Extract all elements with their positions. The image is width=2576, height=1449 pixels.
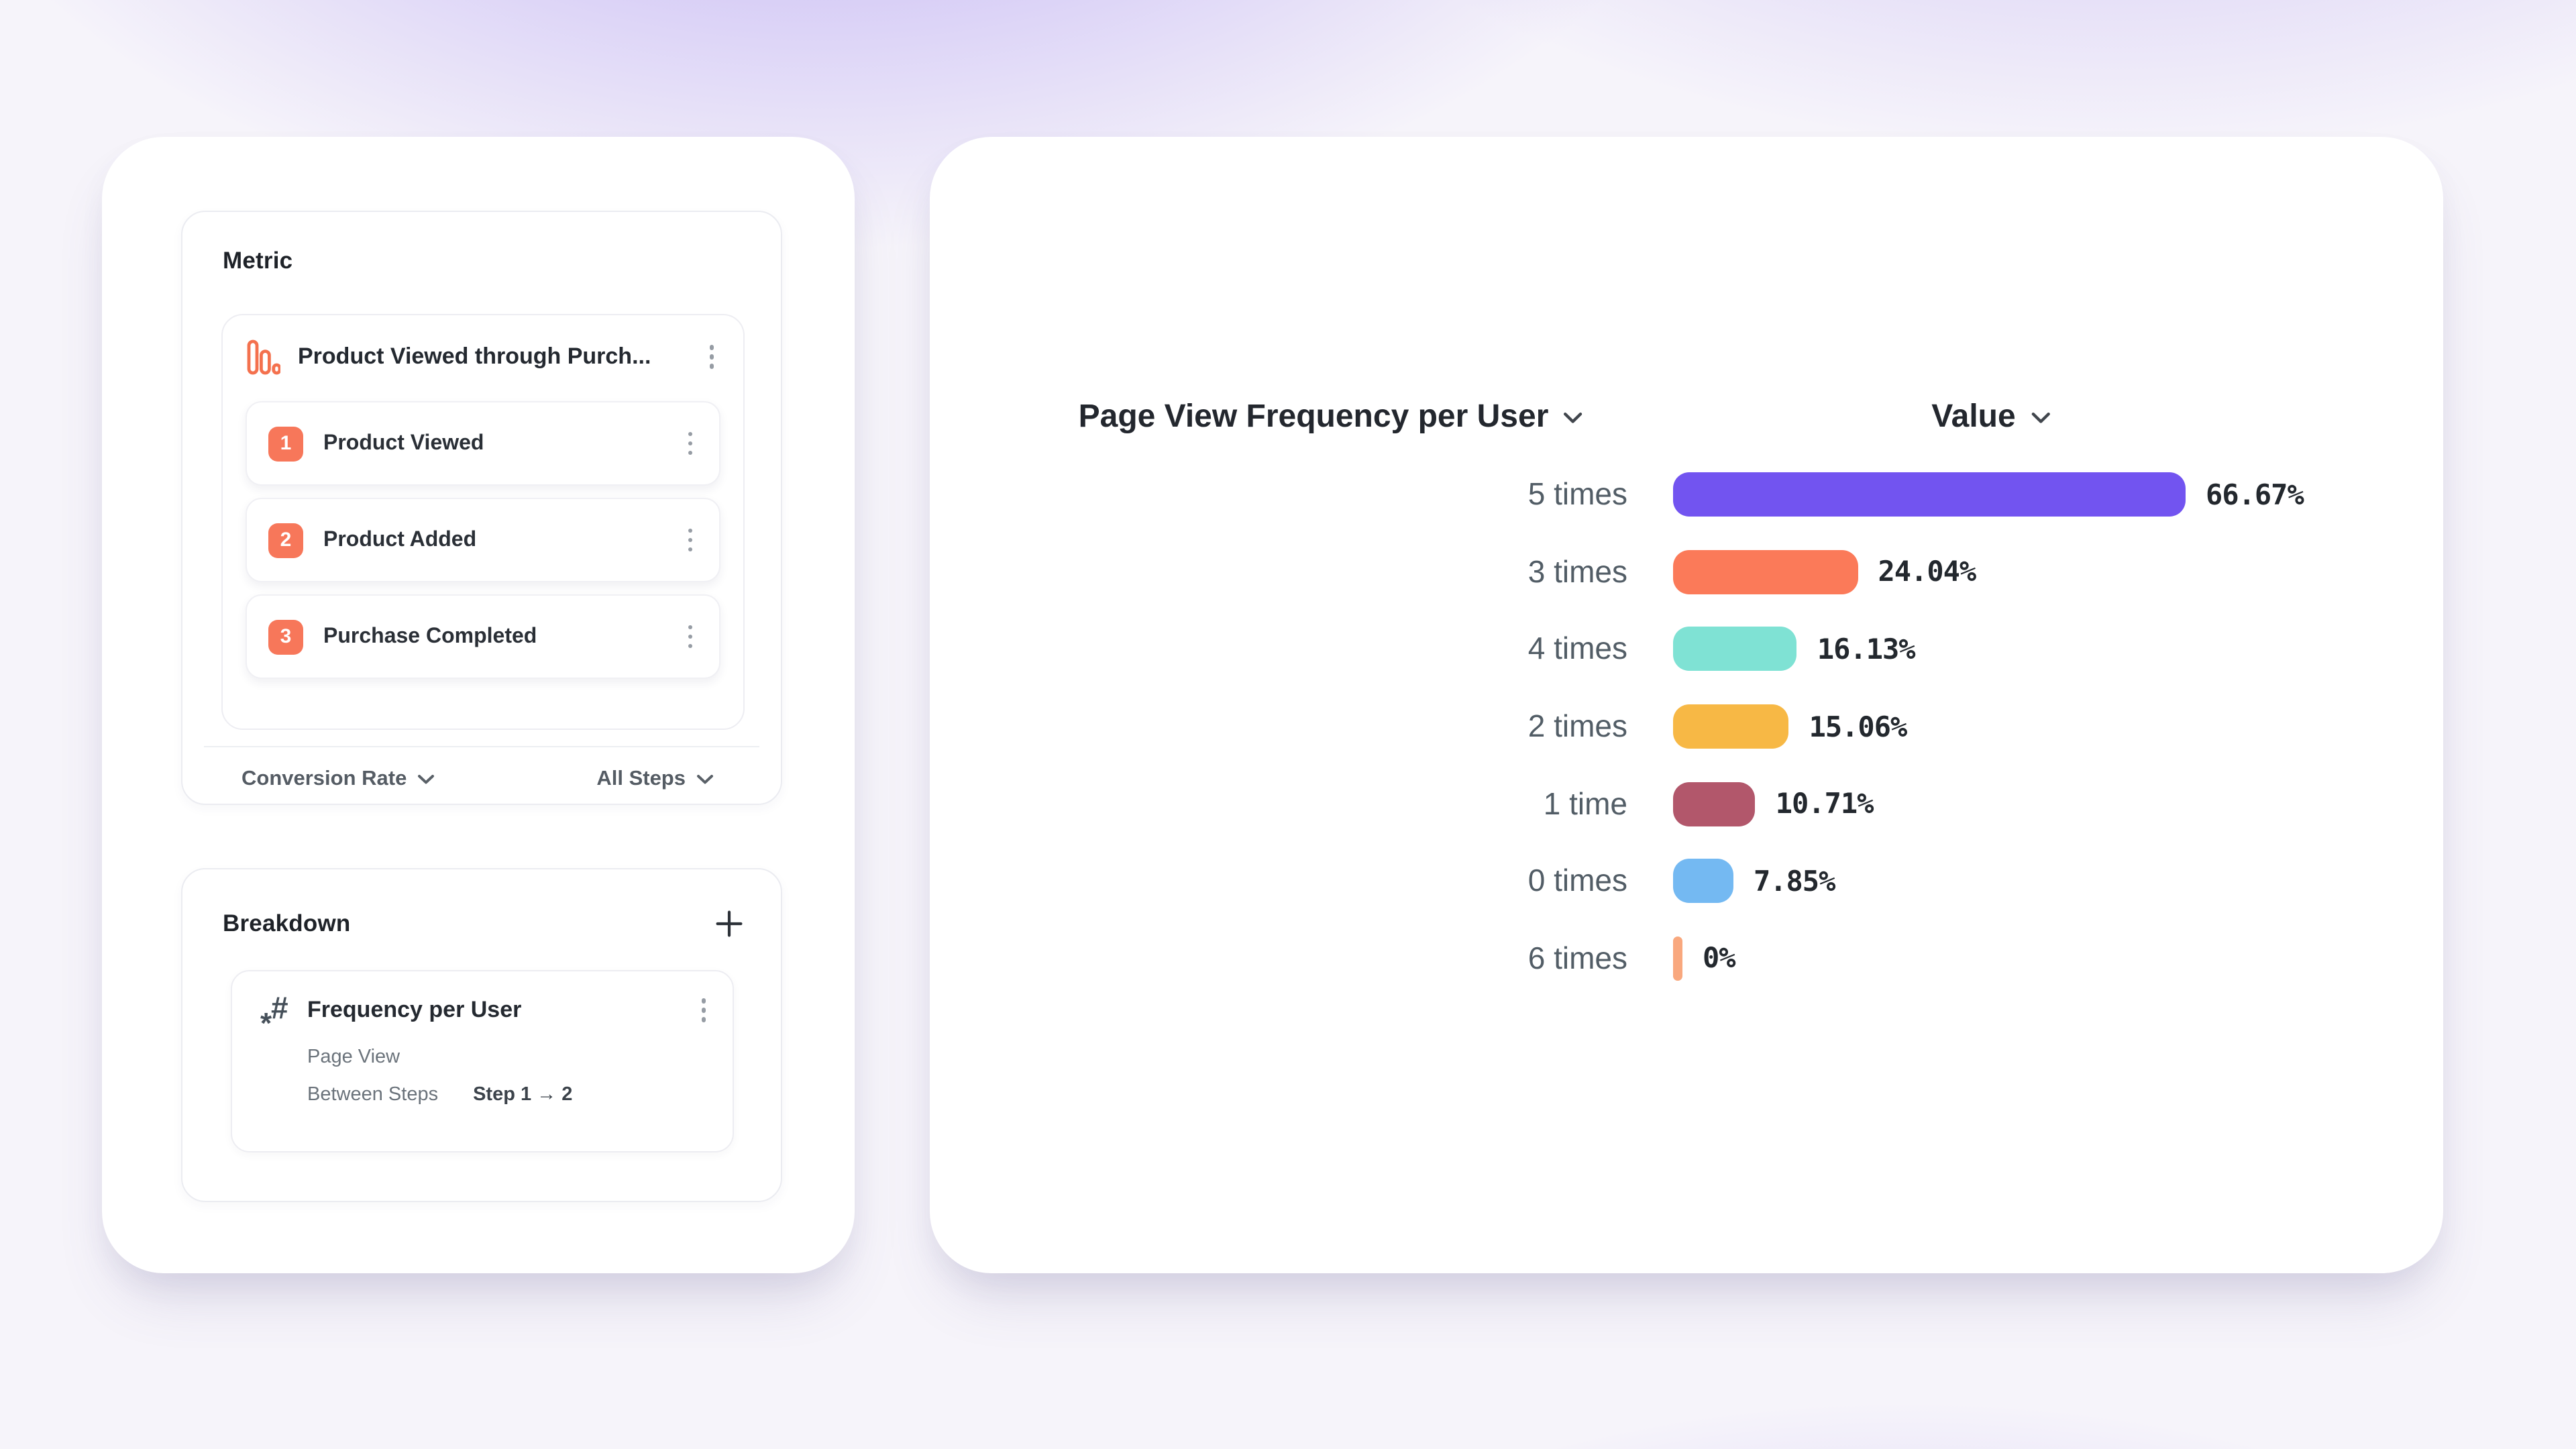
chart-category-label: 5 times (1527, 476, 1627, 512)
breakdown-item-title: Frequency per User (307, 997, 522, 1022)
bar-chart-icon (247, 339, 280, 374)
metric-footer: Conversion Rate All Steps (241, 759, 714, 800)
chart-row: 1 time 10.71% (930, 765, 2443, 843)
funnel-step-card[interactable]: 2 Product Added (246, 498, 720, 582)
chart-value-label: 7.85% (1753, 865, 1835, 898)
step-event-label: Purchase Completed (323, 625, 537, 647)
breakdown-kebab-menu-icon[interactable] (696, 994, 711, 1028)
chart-category-label: 0 times (1527, 863, 1627, 898)
chart-bar[interactable] (1673, 782, 1756, 826)
chart-value-label: 0% (1703, 942, 1736, 975)
step-event-label: Product Added (323, 528, 477, 551)
breakdown-event-name: Page View (307, 1046, 400, 1068)
step-number-badge: 3 (268, 619, 303, 654)
chart-category-label: 3 times (1527, 553, 1627, 589)
funnel-title: Product Viewed through Purch... (298, 343, 651, 369)
chart-title-dropdown[interactable]: Page View Frequency per User (1079, 394, 1584, 440)
step-kebab-menu-icon[interactable] (682, 427, 698, 461)
chevron-down-icon (697, 775, 713, 784)
all-steps-dropdown-label: All Steps (596, 767, 686, 790)
funnel-title-row[interactable]: Product Viewed through Purch... (223, 315, 743, 398)
metric-footer-divider (204, 746, 759, 747)
step-number-badge: 2 (268, 523, 303, 557)
chart-value-header: Value (1931, 398, 2016, 435)
chart-row: 0 times 7.85% (930, 843, 2443, 920)
breakdown-panel: Breakdown # * Frequency per User Page Vi… (181, 868, 782, 1202)
chart-row: 2 times 15.06% (930, 688, 2443, 765)
hash-star-icon: # * (260, 990, 288, 1040)
funnel-step-card[interactable]: 1 Product Viewed (246, 401, 720, 486)
chart-bar[interactable] (1673, 472, 2186, 517)
chart-value-label: 66.67% (2206, 478, 2304, 511)
chart-value-label: 16.13% (1817, 633, 1916, 665)
chevron-down-icon (1564, 412, 1582, 423)
chevron-down-icon (2031, 412, 2050, 423)
chart-value-label: 15.06% (1809, 710, 1908, 743)
funnel-metric-box: Product Viewed through Purch... 1 Product… (221, 314, 745, 730)
chart-category-label: 1 time (1543, 786, 1627, 821)
conversion-rate-dropdown[interactable]: Conversion Rate (241, 767, 435, 792)
chart-row: 6 times 0% (930, 920, 2443, 997)
breakdown-panel-heading: Breakdown (223, 910, 351, 936)
chart-row: 4 times 16.13% (930, 610, 2443, 688)
chart-bar[interactable] (1673, 549, 1858, 594)
metric-panel-heading: Metric (223, 247, 293, 274)
breakdown-item-card[interactable]: # * Frequency per User Page View Between… (231, 970, 734, 1152)
step-kebab-menu-icon[interactable] (682, 523, 698, 557)
step-event-label: Product Viewed (323, 431, 484, 454)
query-builder-card: Metric Product Viewed through Purch... 1… (102, 137, 855, 1273)
between-steps-label: Between Steps (307, 1084, 439, 1106)
step-kebab-menu-icon[interactable] (682, 620, 698, 654)
chart-category-label: 2 times (1527, 708, 1627, 744)
all-steps-dropdown[interactable]: All Steps (596, 767, 714, 792)
chart-category-label: 4 times (1527, 631, 1627, 666)
step-range-value: Step 1 → 2 (473, 1084, 573, 1106)
conversion-rate-dropdown-label: Conversion Rate (241, 767, 407, 790)
chart-bar[interactable] (1673, 704, 1789, 749)
add-breakdown-plus-icon[interactable] (715, 910, 743, 938)
chart-bar[interactable] (1673, 627, 1797, 672)
chart-row: 3 times 24.04% (930, 533, 2443, 610)
chart-value-label: 24.04% (1878, 555, 1976, 588)
chart-card: Page View Frequency per User Value 5 tim… (930, 137, 2443, 1273)
chart-row: 5 times 66.67% (930, 456, 2443, 533)
chart-bar[interactable] (1673, 859, 1733, 904)
funnel-kebab-menu-icon[interactable] (704, 340, 719, 374)
chart-bar[interactable] (1673, 936, 1682, 981)
chart-title: Page View Frequency per User (1078, 398, 1549, 435)
step-number-badge: 1 (268, 426, 303, 461)
metric-panel: Metric Product Viewed through Purch... 1… (181, 211, 782, 805)
chart-category-label: 6 times (1527, 940, 1627, 975)
chart-value-label: 10.71% (1775, 788, 1874, 820)
chevron-down-icon (418, 775, 435, 784)
funnel-step-card[interactable]: 3 Purchase Completed (246, 594, 720, 679)
chart-value-dropdown[interactable]: Value (1931, 394, 2050, 440)
funnel-steps-list: 1 Product Viewed 2 Product Added 3 Purchase C… (223, 398, 743, 679)
bar-chart: 5 times 66.67% 3 times 24.04% 4 times 16.13% 2… (930, 456, 2443, 997)
